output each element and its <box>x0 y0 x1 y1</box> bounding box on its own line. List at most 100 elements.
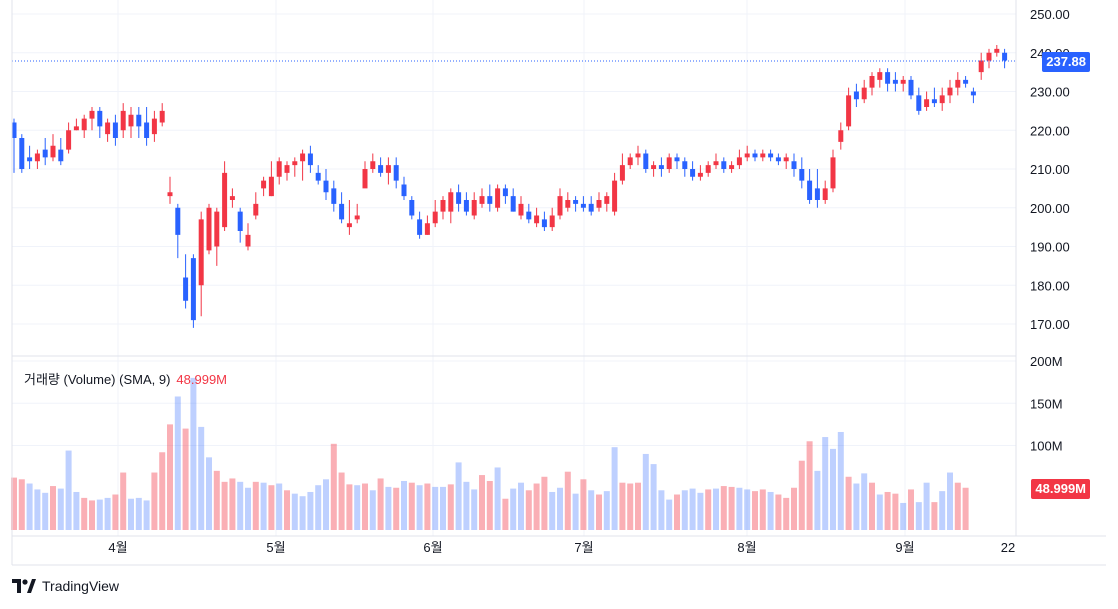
candle-body <box>409 200 415 216</box>
candle-body <box>253 203 259 216</box>
volume-bar <box>845 476 852 530</box>
candle <box>822 180 828 204</box>
candle-body <box>151 118 157 135</box>
candle-body <box>573 200 579 204</box>
volume-bar <box>323 479 329 530</box>
candle-body <box>885 72 891 84</box>
volume-bar <box>752 491 758 530</box>
candle-body <box>510 196 516 212</box>
candle-body <box>362 169 368 189</box>
candle-body <box>783 157 789 162</box>
volume-bar <box>18 479 25 530</box>
candle-body <box>814 188 820 200</box>
volume-indicator-legend[interactable]: 거래량 (Volume) (SMA, 9) 48.999M <box>24 369 227 388</box>
time-tick-label: 4월 <box>108 540 127 555</box>
candle-body <box>479 196 485 204</box>
candle-body <box>674 157 680 162</box>
volume-axis[interactable]: 200M 150M 100M <box>1030 354 1063 454</box>
candle <box>112 114 118 146</box>
candle <box>417 211 423 239</box>
candle-body <box>518 203 524 216</box>
candle-body <box>651 165 657 169</box>
candle <box>994 45 1000 57</box>
candle <box>947 79 953 104</box>
candle-body <box>237 211 243 231</box>
candle-body <box>658 165 664 169</box>
volume-bar <box>603 491 610 530</box>
candle-body <box>73 126 79 131</box>
volume-bar <box>221 481 228 530</box>
volume-bar <box>174 396 181 530</box>
candle <box>744 145 750 162</box>
volume-bar <box>377 478 384 530</box>
candle <box>167 176 173 204</box>
volume-bar <box>869 482 875 530</box>
volume-bar <box>455 462 462 530</box>
candle <box>877 68 883 88</box>
volume-bar <box>533 483 540 530</box>
volume-bar <box>401 480 407 530</box>
candle-body <box>198 219 204 286</box>
candle-body <box>963 79 969 84</box>
volume-bar <box>572 493 579 530</box>
candle-body <box>729 165 735 169</box>
candle <box>73 118 79 131</box>
candle <box>674 153 680 169</box>
volume-bar <box>385 486 392 530</box>
volume-bar <box>432 486 439 530</box>
candle <box>502 184 508 204</box>
candle-body <box>27 157 33 162</box>
candle <box>643 149 649 173</box>
candle-body <box>955 79 961 88</box>
candle <box>448 188 454 224</box>
candle-body <box>50 145 56 158</box>
volume-bar <box>798 460 805 530</box>
volume-bar <box>720 486 727 530</box>
price-axis[interactable]: 250.00240.00230.00220.00210.00200.00190.… <box>1030 7 1070 332</box>
volume-bar <box>463 481 470 530</box>
candle <box>908 76 914 100</box>
candle <box>393 157 399 189</box>
candle <box>924 91 930 111</box>
candle <box>34 149 40 169</box>
candle-body <box>502 188 508 197</box>
candle-body <box>846 95 852 127</box>
candle-body <box>307 153 313 166</box>
candle-body <box>120 110 126 131</box>
volume-bar <box>479 475 485 530</box>
candle-body <box>612 180 618 212</box>
candle <box>830 149 836 193</box>
candle-body <box>705 165 711 173</box>
price-tick-label: 170.00 <box>1030 317 1070 332</box>
volume-bar <box>120 472 127 530</box>
candle <box>440 196 446 220</box>
volume-bar <box>666 499 673 530</box>
candle <box>619 153 625 185</box>
tradingview-logo[interactable]: TradingView <box>12 578 119 594</box>
candle-body <box>206 207 212 251</box>
volume-bar <box>627 483 634 530</box>
volume-bar <box>830 448 836 530</box>
price-tick-label: 190.00 <box>1030 240 1070 255</box>
candle-body <box>448 192 454 212</box>
candle <box>292 157 298 177</box>
candle <box>346 200 352 235</box>
volume-bar <box>650 464 657 530</box>
candle-body <box>643 153 649 169</box>
candle-body <box>994 48 1000 53</box>
volume-bar <box>159 452 166 530</box>
candle <box>1002 48 1008 69</box>
candle <box>401 176 407 200</box>
candle <box>190 254 196 328</box>
candle <box>27 145 33 169</box>
volume-bar <box>596 494 602 530</box>
candle-body <box>877 72 883 80</box>
price-tick-label: 220.00 <box>1030 123 1070 138</box>
candle <box>370 153 376 173</box>
volume-bar <box>245 487 251 530</box>
candle-body <box>346 223 352 228</box>
volume-bar <box>767 491 774 530</box>
candle-body <box>167 192 173 197</box>
time-axis[interactable]: 4월 5월 6월 7월 8월 9월 22 <box>108 540 1015 555</box>
